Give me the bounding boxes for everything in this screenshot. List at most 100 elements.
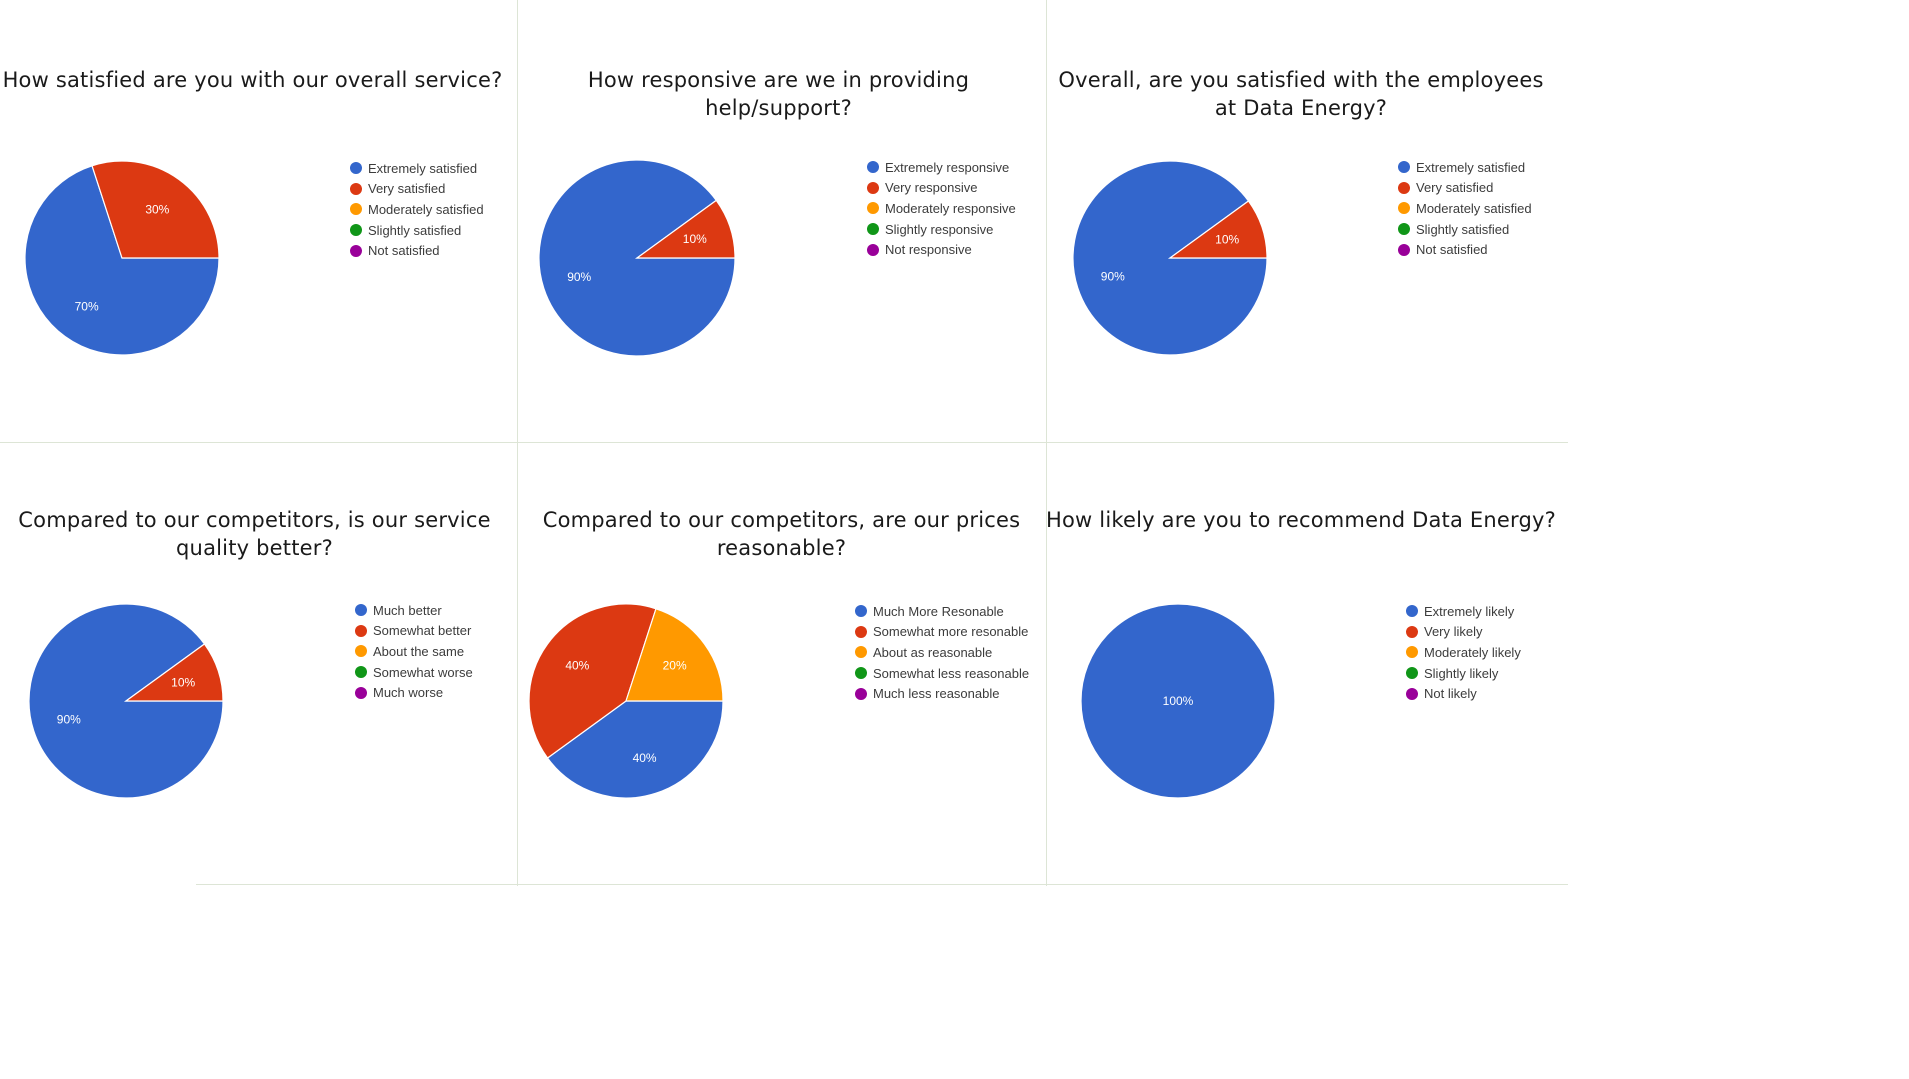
pie-slice [1080, 603, 1276, 799]
legend-swatch [355, 666, 367, 679]
legend-label: Somewhat better [373, 623, 472, 639]
pie-chart: 70% 30% [24, 160, 220, 356]
chart-title: Overall, are you satisfied with the empl… [1058, 68, 1544, 120]
legend-item: Not satisfied [1398, 239, 1532, 260]
slice-label: 90% [57, 713, 81, 727]
bottom-divider [196, 884, 1568, 885]
pie-chart: 40% 40% 20% [528, 603, 724, 799]
legend-item: Very likely [1406, 622, 1521, 643]
legend-item: Much better [355, 600, 473, 621]
slice-label: 70% [75, 300, 99, 314]
legend-item: Extremely responsive [867, 157, 1016, 178]
legend-item: Extremely likely [1406, 601, 1521, 622]
pie-slice [91, 160, 220, 259]
legend-swatch [867, 181, 879, 194]
legend-label: About as reasonable [873, 644, 993, 660]
pie-slice [635, 199, 736, 259]
pie-slice [24, 164, 220, 356]
legend-item: Moderately likely [1406, 642, 1521, 663]
legend-swatch [1398, 202, 1410, 215]
legend-swatch [355, 686, 367, 699]
legend-swatch [350, 224, 362, 237]
slice-label: 100% [1163, 694, 1194, 708]
legend-item: Moderately responsive [867, 198, 1016, 219]
legend-label: Extremely responsive [885, 159, 1010, 175]
slice-label: 30% [145, 202, 169, 216]
legend-swatch [1406, 625, 1418, 638]
legend-item: Extremely satisfied [1398, 157, 1532, 178]
chart-title: Compared to our competitors, is our serv… [18, 508, 491, 560]
slice-label: 10% [683, 232, 707, 246]
legend-item: Very satisfied [1398, 178, 1532, 199]
legend-item: Slightly satisfied [350, 220, 484, 241]
legend-item: Somewhat less reasonable [855, 663, 1029, 684]
legend-label: Somewhat worse [373, 664, 473, 680]
legend-item: Not satisfied [350, 240, 484, 261]
legend-label: Very satisfied [368, 181, 446, 197]
chart-legend: Extremely satisfied Very satisfied Moderat… [350, 158, 484, 261]
legend-swatch [867, 161, 879, 174]
legend-item: Very satisfied [350, 179, 484, 200]
column-divider [1046, 0, 1047, 886]
legend-item: Somewhat more resonable [855, 622, 1029, 643]
legend-label: Extremely satisfied [1416, 159, 1526, 175]
legend-item: Slightly satisfied [1398, 219, 1532, 240]
legend-label: Slightly satisfied [368, 222, 462, 238]
legend-item: Very responsive [867, 178, 1016, 199]
pie-chart: 100% [1080, 603, 1276, 799]
legend-label: Somewhat less reasonable [873, 665, 1030, 681]
legend-swatch [355, 604, 367, 617]
legend-swatch [867, 243, 879, 256]
chart-title: How responsive are we in providing help/… [587, 68, 970, 120]
legend-swatch [350, 182, 362, 195]
legend-swatch [355, 645, 367, 658]
legend-label: About the same [373, 643, 465, 659]
legend-item: Somewhat worse [355, 662, 473, 683]
pie-slice [528, 603, 657, 759]
pie-slice [124, 643, 224, 702]
chart-legend: Extremely likely Very likely Moderately li… [1406, 601, 1521, 704]
legend-item: Moderately satisfied [350, 199, 484, 220]
chart-legend: Much More Resonable Somewhat more resonab… [855, 601, 1029, 704]
pie-chart: 90% 10% [28, 603, 224, 799]
legend-swatch [1406, 687, 1418, 700]
legend-item: Slightly likely [1406, 663, 1521, 684]
legend-swatch [1406, 646, 1418, 659]
legend-label: Much worse [373, 685, 444, 701]
legend-swatch [855, 646, 867, 659]
legend-item: Slightly responsive [867, 219, 1016, 240]
legend-item: Somewhat better [355, 621, 473, 642]
legend-label: Slightly satisfied [1416, 221, 1510, 237]
legend-item: Moderately satisfied [1398, 198, 1532, 219]
legend-label: Somewhat more resonable [873, 624, 1029, 640]
legend-item: About as reasonable [855, 642, 1029, 663]
legend-swatch [855, 687, 867, 700]
legend-item: Extremely satisfied [350, 158, 484, 179]
column-divider [517, 0, 518, 886]
slice-label: 40% [565, 659, 589, 673]
legend-swatch [1406, 605, 1418, 618]
legend-label: Not responsive [885, 242, 972, 258]
chart-title: How satisfied are you with our overall s… [2, 68, 503, 92]
slice-label: 90% [1101, 270, 1125, 284]
chart-legend: Extremely satisfied Very satisfied Moderat… [1398, 157, 1532, 260]
legend-label: Not satisfied [368, 243, 440, 259]
slice-label: 10% [1215, 232, 1239, 246]
survey-results-grid: How satisfied are you with our overall s… [0, 0, 1568, 886]
legend-swatch [1406, 667, 1418, 680]
chart-legend: Extremely responsive Very responsive Moder… [867, 157, 1016, 260]
chart-legend: Much better Somewhat better About the same… [355, 600, 473, 703]
row-divider [0, 442, 1568, 443]
legend-item: About the same [355, 641, 473, 662]
legend-swatch [350, 203, 362, 216]
legend-label: Not satisfied [1416, 242, 1488, 258]
legend-swatch [1398, 243, 1410, 256]
legend-label: Very likely [1424, 624, 1483, 640]
slice-label: 90% [567, 270, 591, 284]
legend-label: Not likely [1424, 686, 1477, 702]
legend-swatch [1398, 223, 1410, 236]
legend-label: Extremely likely [1424, 603, 1515, 619]
legend-swatch [350, 244, 362, 257]
legend-item: Much More Resonable [855, 601, 1029, 622]
legend-swatch [355, 624, 367, 637]
